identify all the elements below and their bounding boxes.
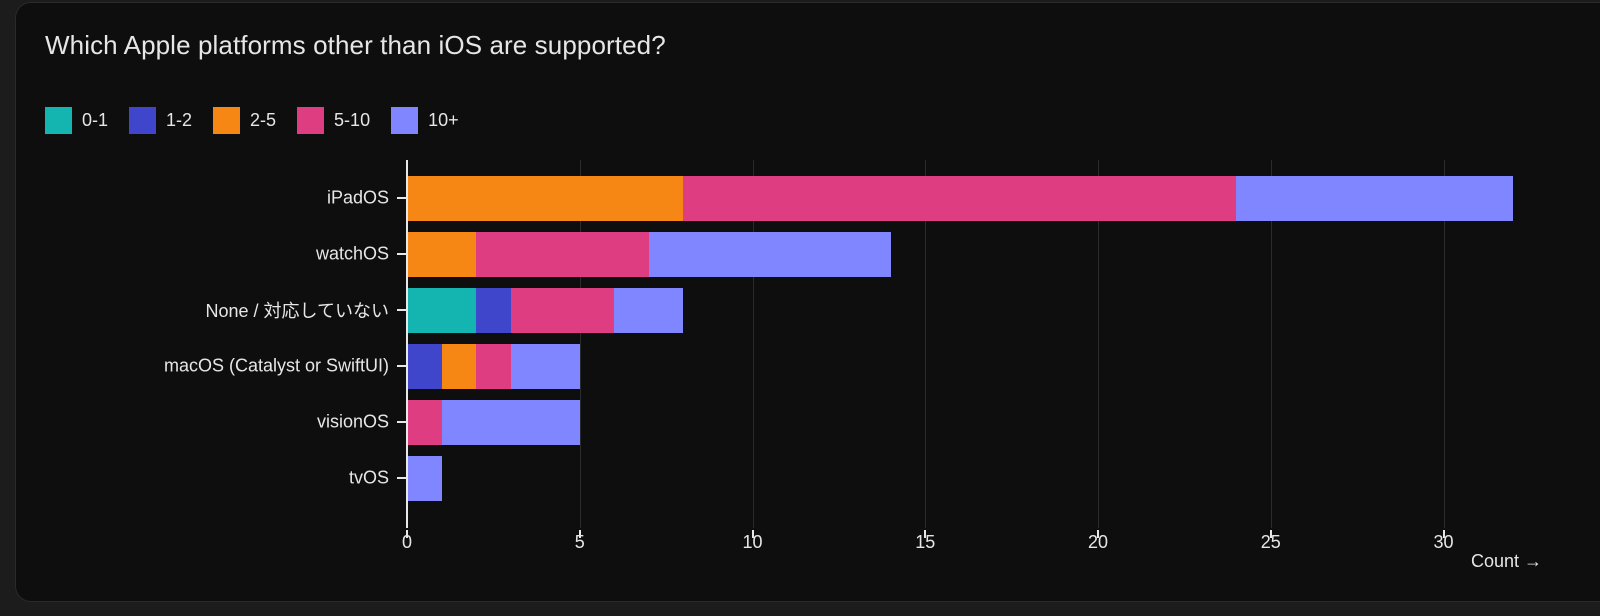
legend-item-2-5[interactable]: 2-5 bbox=[213, 107, 276, 134]
bar-segment-5-10[interactable] bbox=[407, 399, 442, 445]
y-tick-label: visionOS bbox=[316, 411, 389, 432]
bar-segment-5-10[interactable] bbox=[476, 231, 649, 277]
legend-swatch bbox=[45, 107, 72, 134]
chart-title: Which Apple platforms other than iOS are… bbox=[45, 30, 666, 60]
gridline bbox=[1270, 160, 1272, 528]
x-tick-label: 10 bbox=[742, 532, 763, 552]
legend-item-0-1[interactable]: 0-1 bbox=[45, 107, 108, 134]
x-tick bbox=[751, 530, 754, 538]
legend-label: 0-1 bbox=[82, 110, 109, 130]
bar-segment-5-10[interactable] bbox=[683, 175, 1237, 221]
legend-item-5-10[interactable]: 5-10 bbox=[297, 107, 370, 134]
bar-segment-2-5[interactable] bbox=[407, 231, 477, 277]
y-tick bbox=[397, 253, 406, 255]
x-tick-label: 5 bbox=[574, 532, 585, 552]
x-tick-label: 30 bbox=[1433, 532, 1454, 552]
y-axis-line bbox=[406, 160, 408, 528]
y-tick-label: watchOS bbox=[315, 243, 389, 264]
gridline bbox=[579, 160, 581, 528]
gridline bbox=[925, 160, 927, 528]
legend-label: 2-5 bbox=[250, 110, 277, 130]
gridline bbox=[752, 160, 754, 528]
bar-segment-5-10[interactable] bbox=[476, 343, 511, 389]
x-tick bbox=[1269, 530, 1272, 538]
y-tick-label: iPadOS bbox=[326, 187, 389, 208]
legend-swatch bbox=[391, 107, 419, 134]
legend-item-1-2[interactable]: 1-2 bbox=[129, 107, 192, 134]
legend-swatch bbox=[297, 107, 325, 134]
x-axis-label: Count → bbox=[1471, 551, 1543, 571]
x-tick bbox=[1097, 530, 1099, 538]
legend-label: 10+ bbox=[428, 110, 459, 130]
bar-segment-10+[interactable] bbox=[648, 231, 891, 277]
bar-segment-2-5[interactable] bbox=[407, 175, 684, 221]
chart-card bbox=[15, 2, 1600, 602]
bar-segment-1-2[interactable] bbox=[476, 287, 511, 333]
x-tick bbox=[578, 530, 581, 538]
bar-segment-5-10[interactable] bbox=[510, 287, 615, 333]
y-tick bbox=[397, 421, 406, 423]
y-tick bbox=[397, 309, 406, 311]
gridline bbox=[1443, 160, 1445, 528]
legend-swatch bbox=[129, 107, 157, 134]
bar-segment-10+[interactable] bbox=[614, 287, 684, 333]
y-tick-label: None / 対応していない bbox=[205, 301, 390, 321]
bar-segment-1-2[interactable] bbox=[407, 343, 442, 389]
legend-label: 5-10 bbox=[334, 110, 371, 130]
bar-segment-10+[interactable] bbox=[407, 455, 442, 501]
y-tick bbox=[397, 477, 406, 479]
gridline bbox=[1098, 160, 1099, 528]
bar-segment-10+[interactable] bbox=[441, 399, 580, 445]
bar-segment-10+[interactable] bbox=[510, 343, 580, 389]
y-tick bbox=[397, 365, 406, 367]
bar-segment-2-5[interactable] bbox=[441, 343, 477, 389]
x-tick-label: 20 bbox=[1087, 532, 1109, 552]
x-tick-label: 0 bbox=[401, 532, 413, 552]
legend-label: 1-2 bbox=[166, 110, 193, 130]
bar-segment-10+[interactable] bbox=[1236, 175, 1513, 221]
x-tick-label: 15 bbox=[915, 532, 936, 552]
y-tick-label: tvOS bbox=[348, 467, 389, 488]
legend-item-10+[interactable]: 10+ bbox=[391, 107, 459, 134]
legend-swatch bbox=[213, 107, 241, 134]
bar-segment-0-1[interactable] bbox=[407, 287, 477, 333]
x-tick bbox=[1442, 530, 1445, 538]
y-tick bbox=[397, 197, 406, 199]
x-tick-label: 25 bbox=[1260, 532, 1281, 552]
y-tick-label: macOS (Catalyst or SwiftUI) bbox=[163, 355, 389, 376]
legend: 0-1 1-2 2-5 5-10 10+ bbox=[45, 107, 480, 134]
x-tick bbox=[406, 530, 408, 538]
x-tick bbox=[924, 530, 927, 538]
